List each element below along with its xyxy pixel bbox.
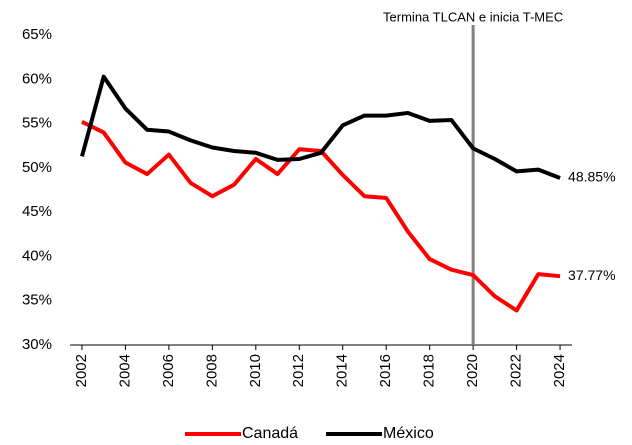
x-tick-label: 2018	[421, 354, 438, 387]
x-tick-label: 2024	[551, 354, 568, 387]
data-label: 48.85%	[568, 169, 615, 185]
x-tick-label: 2012	[290, 354, 307, 387]
x-tick-label: 2016	[377, 354, 394, 387]
annotation-text: Termina TLCAN e inicia T-MEC	[383, 9, 563, 24]
y-tick-label: 40%	[22, 247, 52, 264]
x-tick-label: 2004	[116, 354, 133, 387]
x-tick-label: 2002	[73, 354, 90, 387]
legend: Canadá México	[185, 425, 434, 442]
y-tick-label: 35%	[22, 292, 52, 309]
x-tick-label: 2006	[160, 354, 177, 387]
legend-label: Canadá	[242, 425, 298, 442]
data-label: 37.77%	[568, 267, 615, 283]
y-tick-label: 60%	[22, 70, 52, 87]
x-tick-label: 2020	[464, 354, 481, 387]
legend-label: México	[383, 425, 434, 442]
series-line	[80, 74, 561, 180]
y-tick-label: 45%	[22, 203, 52, 220]
x-tick-label: 2008	[203, 354, 220, 387]
x-tick-label: 2010	[247, 354, 264, 387]
y-tick-label: 30%	[22, 336, 52, 353]
y-tick-label: 55%	[22, 115, 52, 132]
y-tick-label: 65%	[22, 26, 52, 43]
y-tick-label: 50%	[22, 159, 52, 176]
x-tick-label: 2014	[334, 354, 351, 387]
x-tick-label: 2022	[508, 354, 525, 387]
